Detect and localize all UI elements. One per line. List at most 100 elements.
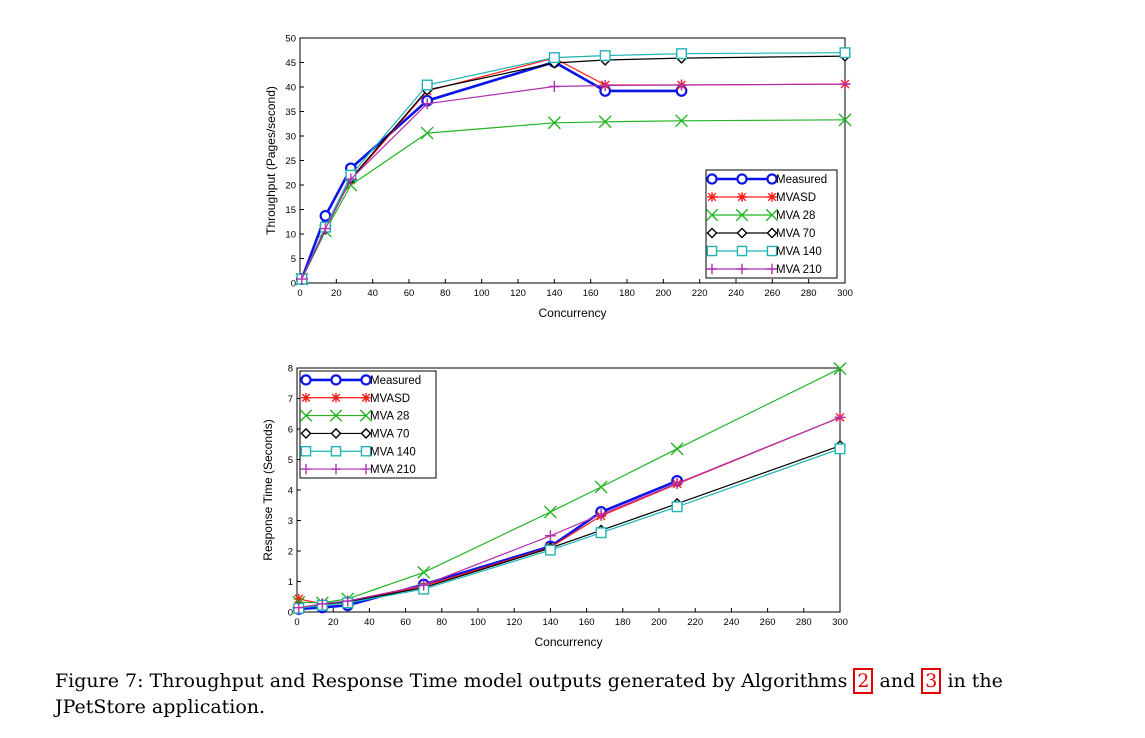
chart2-y-tick-label: 0 bbox=[288, 608, 293, 619]
chart1-legend-marker-measured bbox=[706, 173, 718, 185]
chart2-point-mva-140 bbox=[544, 544, 556, 556]
chart1-point-measured bbox=[319, 209, 332, 222]
chart2-legend-label-measured: Measured bbox=[370, 375, 421, 387]
chart2-legend-marker-measured bbox=[360, 374, 372, 386]
chart2-point-mva-210 bbox=[342, 595, 354, 607]
chart1-legend-marker-mvasd bbox=[707, 192, 717, 202]
chart2-x-tick-label: 100 bbox=[470, 617, 486, 628]
caption-prefix: Figure 7: Throughput and Response Time m… bbox=[55, 670, 848, 692]
chart1-legend-marker-mva-28 bbox=[705, 208, 719, 222]
chart1-legend-label-mva-210: MVA 210 bbox=[776, 264, 822, 276]
chart2-point-mva-140 bbox=[595, 527, 607, 539]
chart1-point-mva-210 bbox=[676, 79, 687, 91]
chart2-x-tick-label: 280 bbox=[796, 617, 812, 628]
chart1-legend-marker-mvasd bbox=[767, 192, 777, 202]
caption-mid: and bbox=[879, 670, 916, 692]
chart1-legend-marker-measured bbox=[766, 173, 778, 185]
chart1-x-tick-label: 120 bbox=[510, 288, 526, 299]
chart2-x-tick-label: 20 bbox=[328, 617, 339, 628]
chart2-legend-marker-mvasd bbox=[361, 393, 371, 403]
chart1-y-axis-label: Throughput (Pages/second) bbox=[264, 86, 278, 235]
chart1-x-tick-label: 20 bbox=[331, 288, 342, 299]
chart1-legend-marker-mva-28 bbox=[765, 208, 779, 222]
chart2-series-mva-210 bbox=[293, 411, 846, 614]
chart1-point-mva-210 bbox=[599, 80, 611, 92]
chart1-legend-marker-mva-70 bbox=[766, 227, 778, 239]
chart2-legend-marker-mva-28 bbox=[329, 409, 343, 422]
chart2-x-tick-label: 300 bbox=[832, 617, 848, 628]
chart1-legend-label-mva-28: MVA 28 bbox=[776, 210, 815, 222]
chart2-point-mva-28 bbox=[670, 442, 684, 456]
chart1-point-mva-28 bbox=[838, 113, 852, 127]
chart1-legend-label-mva-140: MVA 140 bbox=[776, 246, 822, 258]
chart2-point-mva-28 bbox=[543, 505, 557, 519]
chart2-x-tick-label: 220 bbox=[687, 617, 703, 628]
chart2-legend-label-mva-210: MVA 210 bbox=[370, 464, 416, 476]
chart1-x-tick-label: 240 bbox=[728, 288, 744, 299]
chart1-point-mva-28 bbox=[598, 115, 612, 129]
chart2-legend-marker-mva-210 bbox=[300, 463, 312, 475]
chart1-y-tick-label: 40 bbox=[285, 83, 296, 94]
chart2-x-tick-label: 60 bbox=[400, 617, 411, 628]
chart2-x-tick-label: 140 bbox=[542, 617, 558, 628]
chart2-legend-marker-measured bbox=[300, 374, 312, 386]
chart2-legend-marker-mva-70 bbox=[300, 427, 312, 439]
chart1-point-mva-140 bbox=[839, 47, 851, 59]
chart2-y-tick-label: 6 bbox=[288, 425, 293, 436]
chart1-y-tick-label: 20 bbox=[285, 181, 296, 192]
chart2-legend-marker-mvasd bbox=[331, 393, 341, 403]
chart2-point-mva-210 bbox=[671, 477, 683, 489]
chart2-legend: Measured MVASD MVA 28 MVA 70 MVA 140 MVA 210 bbox=[299, 370, 437, 479]
chart1-x-tick-label: 140 bbox=[546, 288, 562, 299]
chart2-point-mva-28 bbox=[417, 565, 431, 579]
chart2-legend-label-mva-140: MVA 140 bbox=[370, 446, 416, 458]
chart2-point-mva-210 bbox=[544, 530, 556, 542]
chart1-x-tick-label: 0 bbox=[297, 288, 302, 299]
chart1-point-mva-210 bbox=[319, 223, 331, 235]
algorithm-ref-3[interactable]: 3 bbox=[921, 668, 942, 694]
chart2-legend-marker-measured bbox=[330, 374, 342, 386]
chart2-y-tick-label: 4 bbox=[288, 486, 293, 497]
figure-caption: Figure 7: Throughput and Response Time m… bbox=[55, 668, 1095, 720]
chart2-y-tick-label: 2 bbox=[288, 547, 293, 558]
chart2-point-mva-210 bbox=[293, 602, 305, 614]
chart1-x-tick-label: 260 bbox=[764, 288, 780, 299]
chart1-point-mva-140 bbox=[676, 48, 688, 60]
chart2-legend-label-mva-70: MVA 70 bbox=[370, 428, 409, 440]
chart2-x-tick-label: 160 bbox=[579, 617, 595, 628]
chart1-point-mva-28 bbox=[675, 114, 688, 128]
chart1-legend-marker-mva-140 bbox=[766, 245, 778, 257]
chart2-legend-marker-mva-28 bbox=[299, 409, 313, 422]
chart2-x-axis-label: Concurrency bbox=[534, 635, 602, 649]
chart1-x-tick-label: 300 bbox=[837, 288, 853, 299]
chart1-legend-marker-mva-210 bbox=[766, 263, 778, 275]
chart1-y-tick-label: 0 bbox=[291, 279, 296, 290]
chart2-point-mva-140 bbox=[834, 443, 846, 455]
chart2-y-tick-label: 8 bbox=[288, 364, 293, 375]
chart2-legend-marker-mva-140 bbox=[300, 445, 312, 457]
chart1-legend-marker-mvasd bbox=[737, 192, 747, 202]
chart1-series-mva-210 bbox=[296, 78, 851, 285]
chart2: 0 20 40 60 80 100 120 140 160 180 200 220 240 260 280 3… bbox=[261, 362, 848, 649]
algorithm-ref-2[interactable]: 2 bbox=[853, 668, 874, 694]
chart2-y-tick-label: 1 bbox=[288, 577, 293, 588]
chart2-y-tick-label: 5 bbox=[288, 455, 293, 466]
chart1-y-tick-label: 35 bbox=[285, 107, 296, 118]
chart2-legend-marker-mvasd bbox=[301, 393, 311, 403]
chart2-legend-label-mva-28: MVA 28 bbox=[370, 411, 409, 423]
chart1-y-tick-label: 5 bbox=[291, 254, 296, 265]
chart2-point-mva-210 bbox=[595, 508, 607, 520]
chart1-point-mva-140 bbox=[548, 52, 560, 64]
chart2-series-measured bbox=[292, 474, 683, 615]
chart2-y-tick-label: 7 bbox=[288, 394, 293, 405]
chart1-legend-label-measured: Measured bbox=[776, 174, 827, 186]
chart1-point-mva-140 bbox=[599, 50, 611, 62]
chart1-x-tick-label: 180 bbox=[619, 288, 635, 299]
chart2-point-mva-140 bbox=[671, 501, 683, 513]
chart2-legend-marker-mva-70 bbox=[360, 427, 372, 439]
chart2-x-tick-label: 260 bbox=[760, 617, 776, 628]
chart1-point-mva-28 bbox=[420, 126, 434, 140]
chart1-point-mva-210 bbox=[345, 173, 357, 185]
figure-canvas: 0 20 40 60 80 100 120 140 160 180 200 220 240 260 280 3… bbox=[261, 34, 853, 650]
chart2-point-mva-210 bbox=[834, 411, 846, 423]
